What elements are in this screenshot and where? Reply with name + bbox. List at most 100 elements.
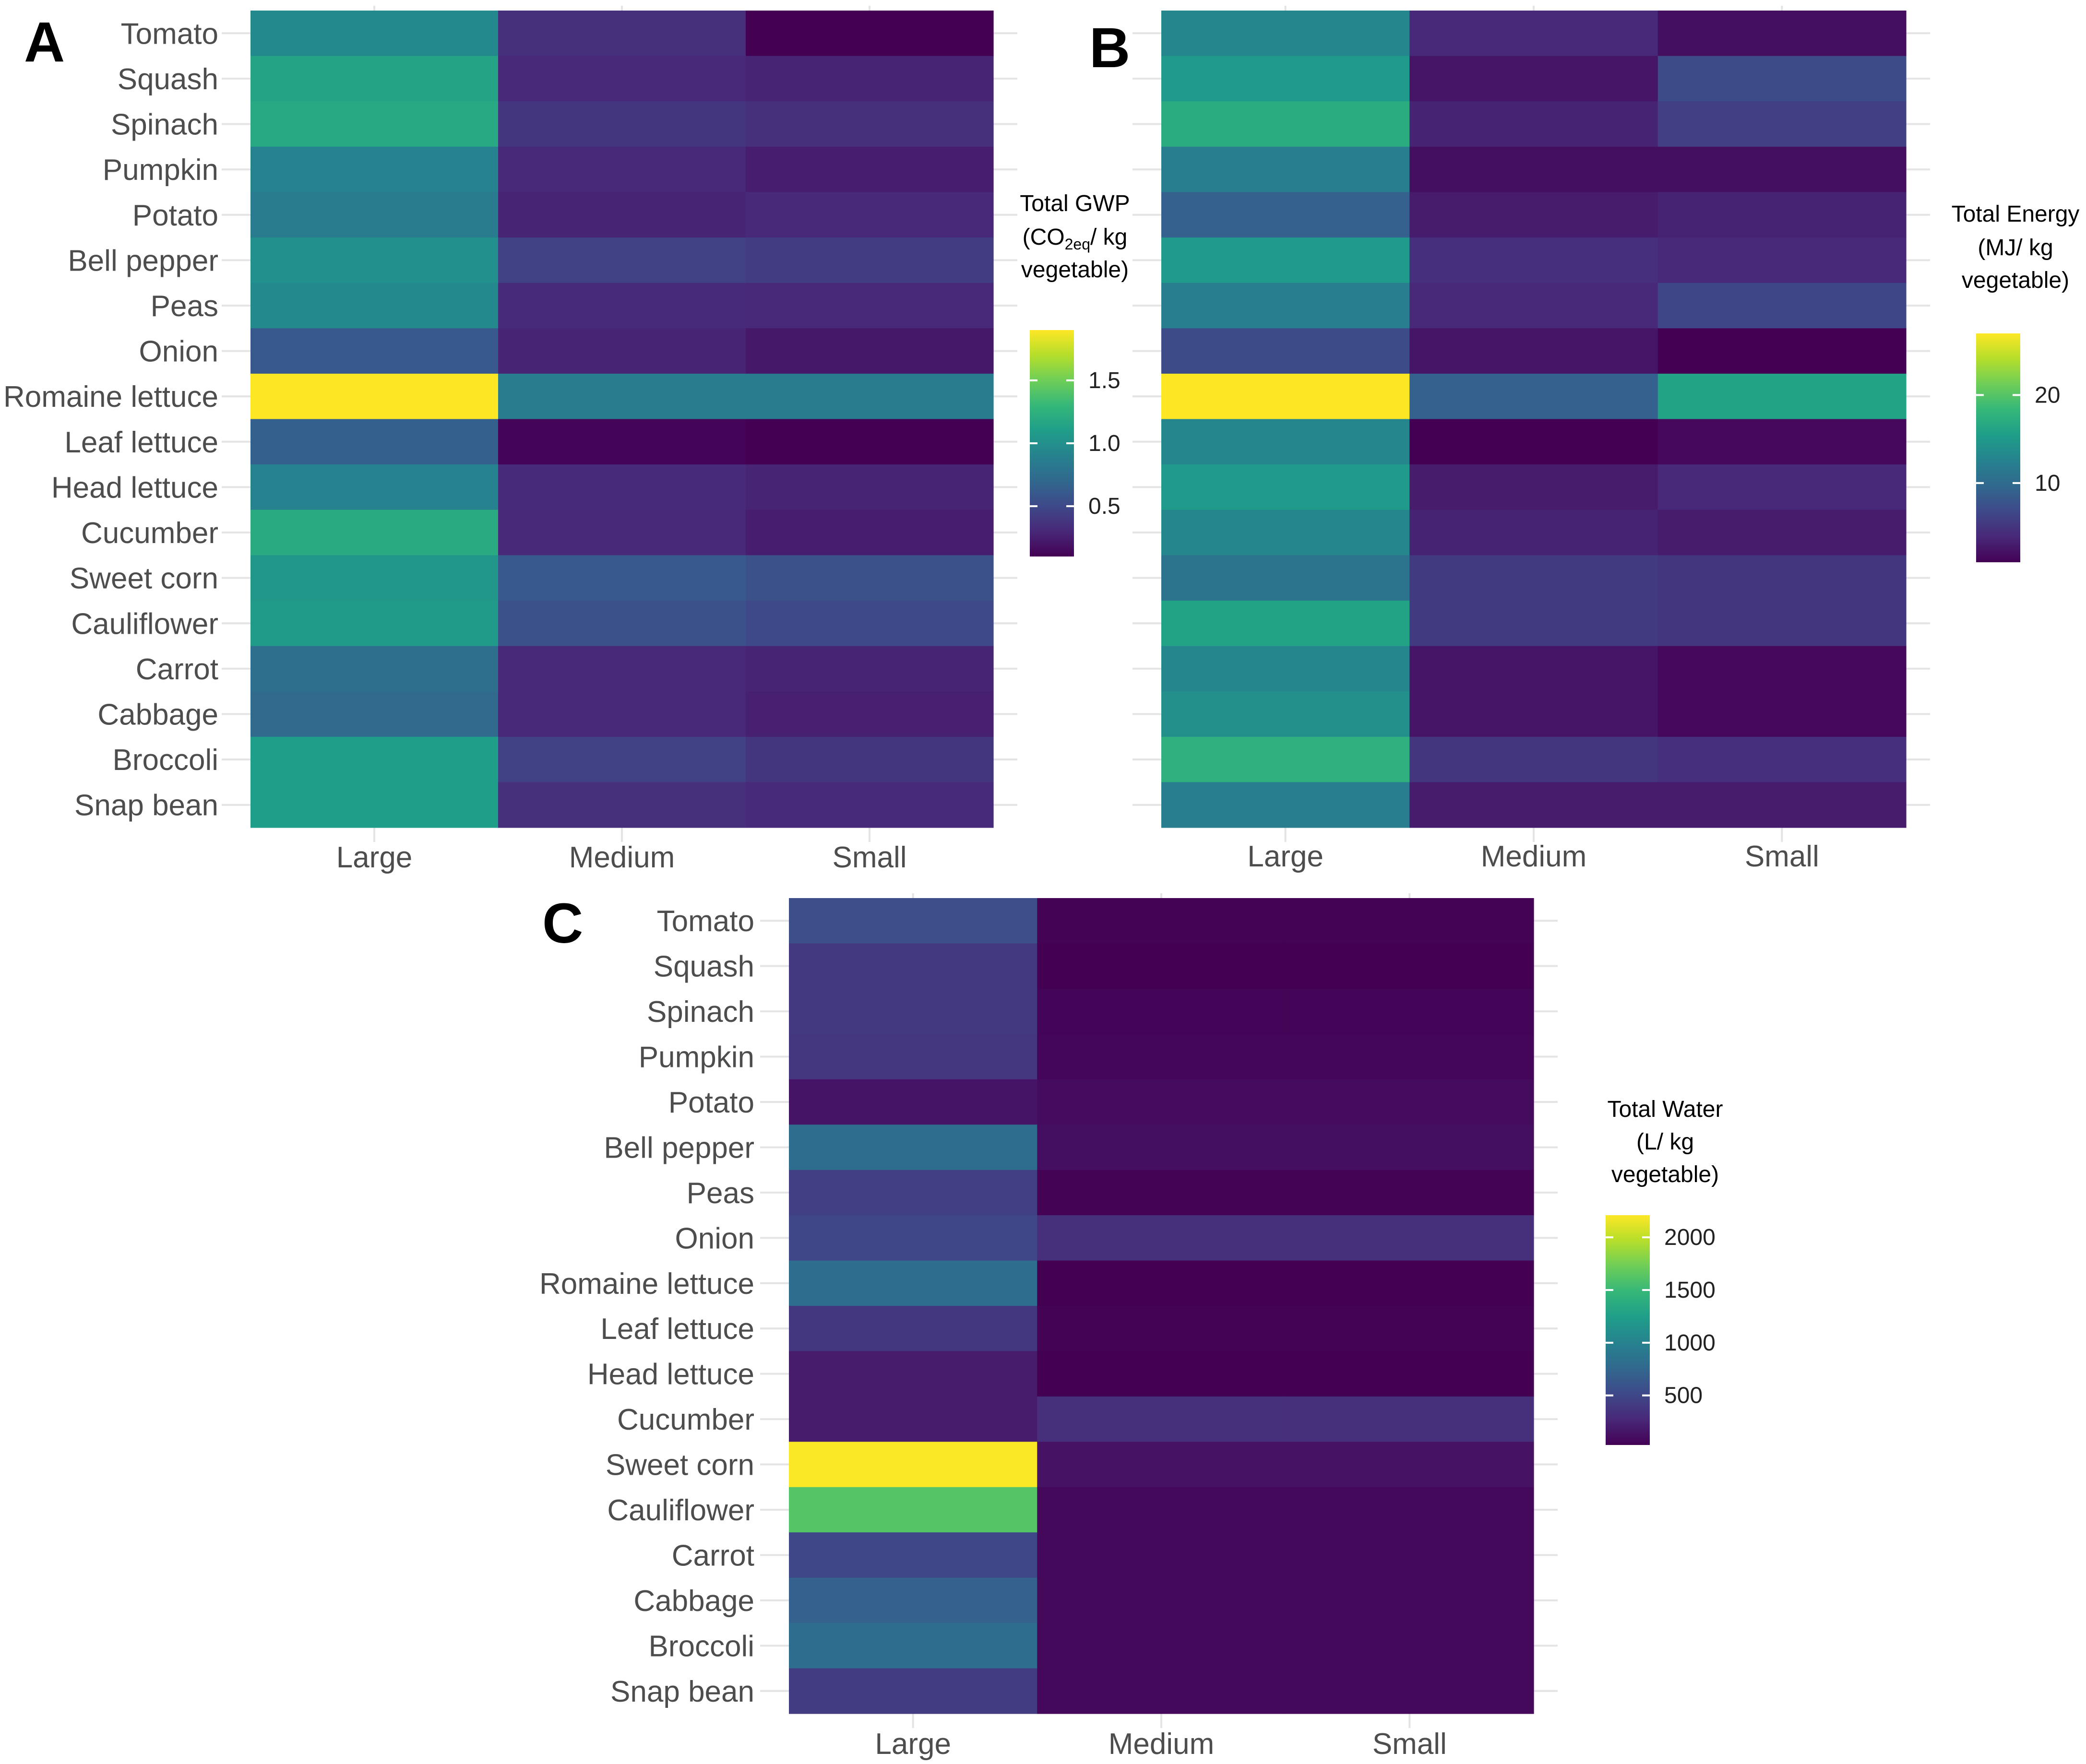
- column-label: Medium: [1481, 840, 1587, 873]
- heatmap-cell: [1161, 328, 1410, 374]
- heatmap-cell: [1037, 1079, 1286, 1125]
- heatmap-cell: [1409, 555, 1658, 601]
- panel-letter: C: [542, 892, 583, 955]
- heatmap-cell: [250, 782, 499, 828]
- heatmap-cell: [1285, 1668, 1534, 1714]
- heatmap-cell: [746, 56, 994, 102]
- heatmap-cell: [498, 464, 746, 510]
- heatmap-cell: [1657, 419, 1907, 465]
- heatmap-cell: [250, 237, 499, 284]
- heatmap-cell: [1285, 1623, 1534, 1669]
- heatmap-cell: [789, 943, 1037, 989]
- heatmap-cell: [498, 419, 746, 465]
- heatmap-cell: [250, 736, 499, 782]
- row-label: Leaf lettuce: [64, 426, 218, 459]
- heatmap-cell: [498, 555, 746, 601]
- heatmap-cell: [1037, 1034, 1286, 1080]
- heatmap-cell: [746, 11, 994, 57]
- heatmap-cell: [250, 509, 499, 556]
- row-label: Potato: [132, 199, 218, 232]
- heatmap-cell: [789, 1442, 1037, 1488]
- heatmap-cell: [1037, 1260, 1286, 1306]
- heatmap-cell: [1657, 237, 1907, 284]
- heatmap-cell: [1037, 1215, 1286, 1261]
- heatmap-cell: [1657, 328, 1907, 374]
- heatmap-cell: [250, 192, 499, 238]
- heatmap-cell: [1285, 1079, 1534, 1125]
- heatmap-cell: [1657, 555, 1907, 601]
- row-label: Potato: [668, 1086, 754, 1119]
- colorbar-tick-label: 1500: [1664, 1278, 1716, 1303]
- heatmap-cell: [1037, 1306, 1286, 1351]
- heatmap-cell: [1409, 56, 1658, 102]
- column-label: Large: [1247, 840, 1323, 873]
- heatmap-cell: [1037, 1170, 1286, 1216]
- heatmap-cell: [250, 146, 499, 192]
- heatmap-cell: [1657, 101, 1907, 147]
- heatmap-cell: [789, 1487, 1037, 1533]
- row-label: Snap bean: [74, 789, 218, 822]
- heatmap-cell: [1161, 509, 1410, 556]
- heatmap-cell: [1161, 237, 1410, 284]
- heatmap-cell: [1409, 373, 1658, 420]
- heatmap-cell: [746, 509, 994, 556]
- heatmap-cell: [1409, 509, 1658, 556]
- heatmap-cell: [1285, 1215, 1534, 1261]
- heatmap-cell: [746, 101, 994, 147]
- row-label: Spinach: [647, 995, 754, 1029]
- row-label: Sweet corn: [606, 1449, 754, 1482]
- heatmap-cell: [1161, 373, 1410, 420]
- heatmap-cell: [1037, 898, 1286, 944]
- heatmap-cell: [1657, 600, 1907, 647]
- heatmap-cell: [498, 192, 746, 238]
- heatmap-cell: [1285, 1351, 1534, 1397]
- heatmap-cell: [1161, 736, 1410, 782]
- heatmap-cell: [746, 691, 994, 737]
- heatmap-cell: [250, 464, 499, 510]
- heatmap-cell: [1409, 146, 1658, 192]
- heatmap-cell: [1161, 146, 1410, 192]
- heatmap-cell: [1037, 988, 1286, 1034]
- heatmap-cell: [789, 1623, 1037, 1669]
- heatmap-cell: [789, 1170, 1037, 1216]
- heatmap-cell: [1409, 782, 1658, 828]
- heatmap-cell: [1161, 56, 1410, 102]
- colorbar-tick-label: 20: [2035, 382, 2060, 408]
- legend-title: Total GWP: [1020, 191, 1130, 216]
- row-label: Carrot: [136, 653, 218, 686]
- legend-title: (MJ/ kg: [1978, 235, 2053, 260]
- colorbar-tick-label: 0.5: [1088, 494, 1120, 519]
- heatmap-cell: [498, 11, 746, 57]
- row-label: Tomato: [657, 905, 754, 938]
- heatmap-cell: [1161, 11, 1410, 57]
- column-label: Large: [875, 1728, 951, 1761]
- heatmap-cell: [1161, 419, 1410, 465]
- heatmap-cell: [498, 509, 746, 556]
- heatmap-cell: [1037, 1351, 1286, 1397]
- column-label: Small: [1372, 1728, 1447, 1761]
- heatmap-cell: [1161, 691, 1410, 737]
- heatmap-cell: [1409, 736, 1658, 782]
- row-label: Cucumber: [81, 517, 218, 550]
- heatmap-cell: [250, 11, 499, 57]
- heatmap-cell: [789, 988, 1037, 1034]
- heatmap-cell: [746, 328, 994, 374]
- heatmap-cell: [746, 782, 994, 828]
- heatmap-cell: [1161, 782, 1410, 828]
- heatmap-cell: [1285, 988, 1534, 1034]
- row-label: Cauliflower: [71, 607, 218, 640]
- heatmap-cell: [1657, 283, 1907, 329]
- heatmap-cell: [1409, 237, 1658, 284]
- row-label: Spinach: [111, 108, 218, 142]
- heatmap-cell: [1409, 192, 1658, 238]
- heatmap-cell: [250, 373, 499, 420]
- row-label: Bell pepper: [68, 244, 218, 277]
- heatmap-cell: [1657, 56, 1907, 102]
- heatmap-cell: [1657, 146, 1907, 192]
- heatmap-cell: [498, 691, 746, 737]
- row-label: Tomato: [121, 17, 218, 50]
- heatmap-cell: [789, 1396, 1037, 1442]
- legend-title: Total Energy: [1952, 201, 2080, 227]
- heatmap-cell: [1409, 328, 1658, 374]
- row-label: Head lettuce: [51, 471, 218, 504]
